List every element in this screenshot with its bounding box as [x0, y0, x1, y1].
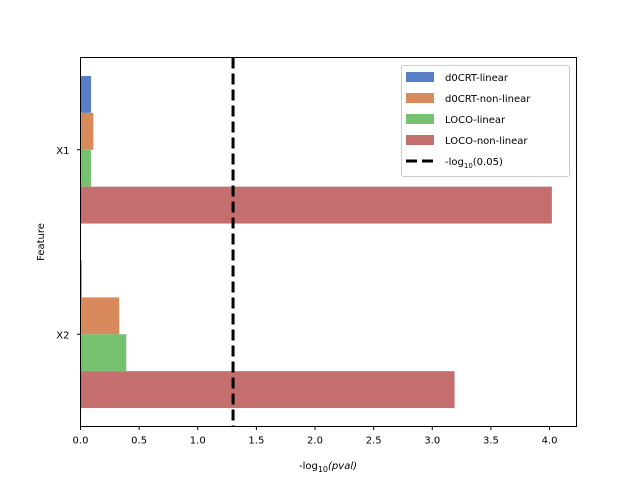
legend-swatch — [406, 93, 434, 103]
legend-box — [401, 65, 570, 177]
legend-label: d0CRT-linear — [445, 73, 509, 84]
legend: d0CRT-linear d0CRT-non-linear LOCO-linear L… — [401, 65, 570, 177]
bar-LOCO-non-linear-X2 — [80, 371, 455, 409]
x-tick-label: 4.0 — [542, 436, 558, 447]
legend-swatch — [406, 135, 434, 145]
legend-label: -log10(0.05) — [445, 157, 503, 170]
y-axis-label: Feature — [36, 223, 47, 261]
legend-swatch — [406, 114, 434, 124]
y-tick-label: X2 — [56, 330, 69, 341]
legend-label: d0CRT-non-linear — [445, 94, 531, 105]
bar-d0CRT-non-linear-X2 — [80, 297, 120, 335]
bar-d0CRT-linear-X1 — [80, 75, 92, 113]
bar-d0CRT-linear-X2 — [80, 260, 82, 298]
x-axis-label: -log10(pval) — [299, 461, 357, 474]
legend-label: LOCO-non-linear — [445, 136, 528, 147]
y-tick-label: X1 — [56, 146, 69, 157]
bar-d0CRT-non-linear-X1 — [80, 112, 94, 150]
x-tick-label: 2.5 — [366, 436, 382, 447]
x-tick-label: 3.5 — [483, 436, 499, 447]
bar-LOCO-linear-X2 — [80, 334, 127, 372]
x-tick-label: 1.0 — [190, 436, 206, 447]
x-tick-label: 2.0 — [307, 436, 323, 447]
x-tick-label: 1.5 — [248, 436, 264, 447]
x-tick-label: 0.0 — [73, 436, 89, 447]
plot-frame — [80, 57, 577, 427]
legend-swatch — [406, 72, 434, 82]
bar-LOCO-non-linear-X1 — [80, 186, 552, 224]
bar-LOCO-linear-X1 — [80, 149, 92, 187]
x-tick-label: 3.0 — [424, 436, 440, 447]
legend-label: LOCO-linear — [445, 115, 506, 126]
x-tick-label: 0.5 — [131, 436, 147, 447]
